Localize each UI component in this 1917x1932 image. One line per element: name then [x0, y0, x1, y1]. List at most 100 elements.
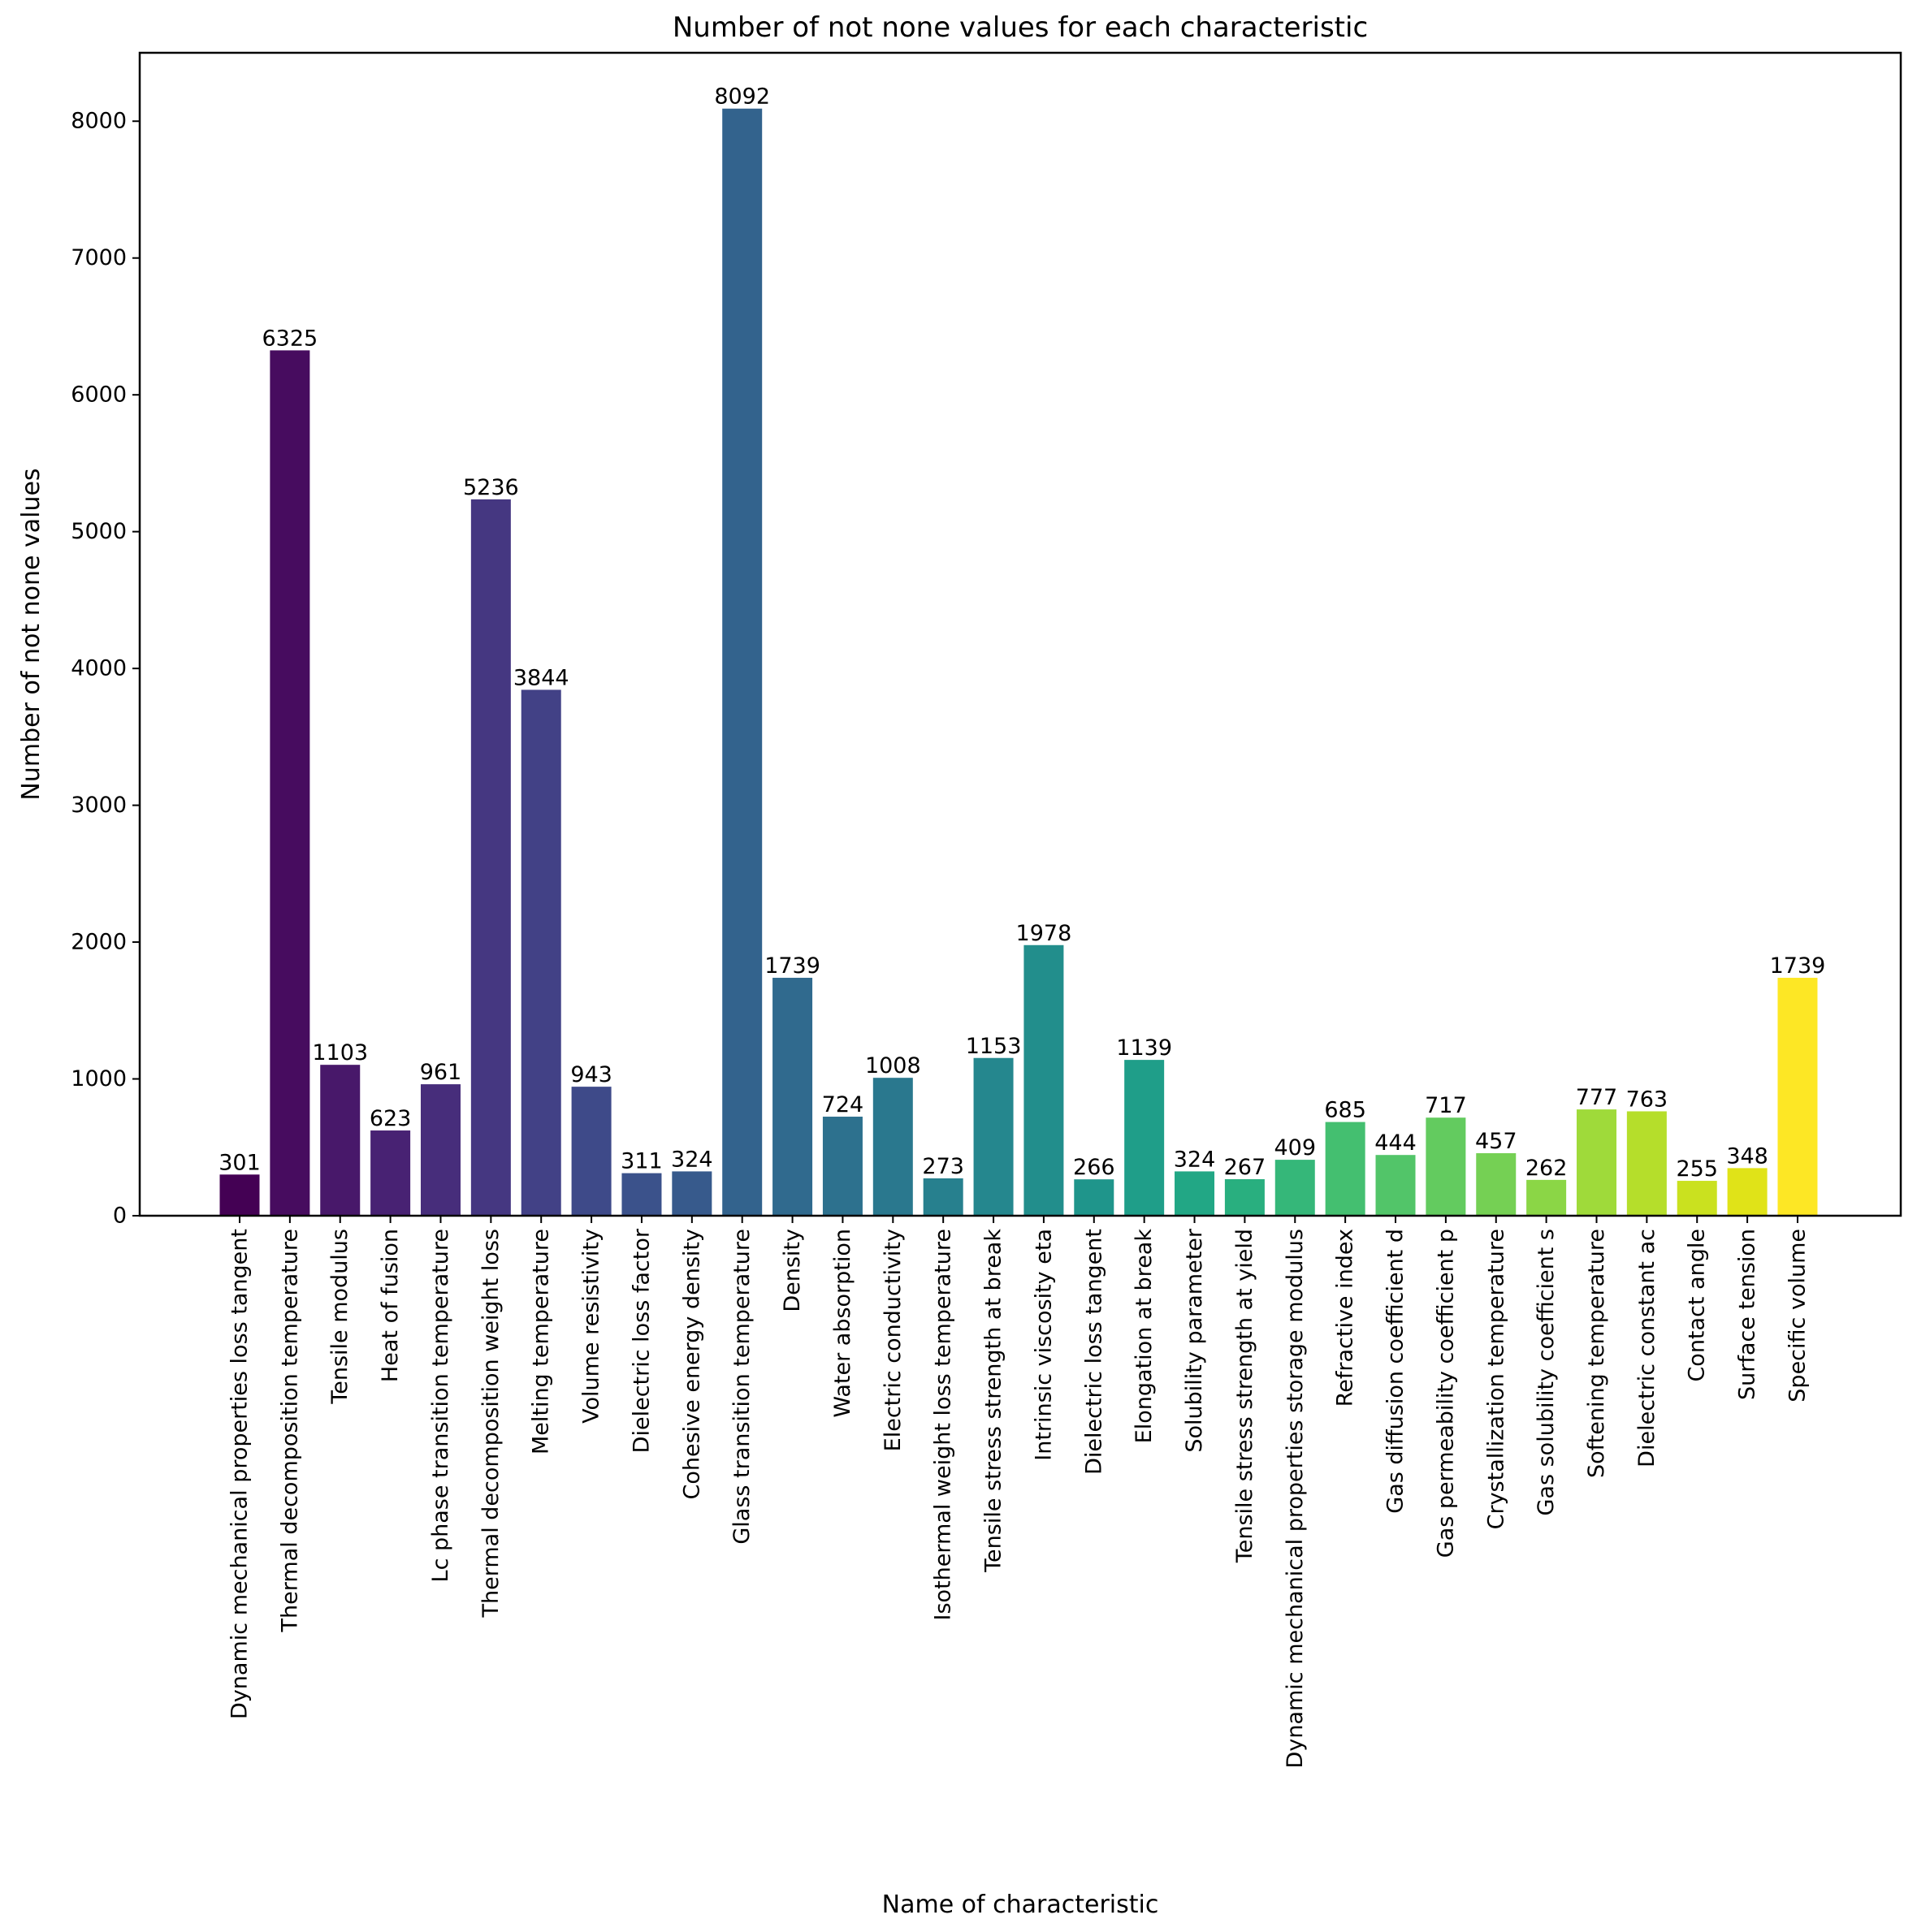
data-label: 267	[1224, 1155, 1266, 1180]
x-tick-label: Softening temperature	[1584, 1229, 1609, 1478]
bar	[270, 350, 310, 1216]
data-labels-group: 301 6325 1103 623 961 5236 3844 943 311 324 8092 17…	[219, 84, 1825, 1182]
x-tick-label: Thermal decomposition temperature	[277, 1229, 302, 1632]
x-tick-label: Lc phase transition temperature	[428, 1229, 453, 1582]
x-tick-label: Glass transition temperature	[729, 1229, 755, 1545]
data-label: 3844	[513, 665, 569, 690]
data-label: 943	[570, 1062, 612, 1087]
x-tick-label: Dielectric loss factor	[629, 1228, 654, 1453]
y-tick-label: 3000	[71, 793, 127, 818]
bar	[621, 1173, 662, 1216]
data-label: 6325	[262, 326, 318, 351]
y-tick-label: 5000	[71, 519, 127, 544]
x-tick-label: Melting temperature	[529, 1229, 554, 1454]
x-tick-label: Refractive index	[1333, 1229, 1358, 1407]
y-tick-label: 4000	[71, 656, 127, 681]
bar	[1727, 1168, 1768, 1216]
data-label: 623	[370, 1106, 412, 1131]
x-tick-label: Contact angle	[1685, 1229, 1710, 1382]
plot-frame	[138, 51, 1902, 1217]
data-label: 1008	[865, 1053, 921, 1078]
x-tick-label: Elongation at break	[1132, 1229, 1157, 1444]
x-tick-label: Electric conductivity	[881, 1229, 906, 1451]
bar	[772, 978, 813, 1216]
bar	[872, 1078, 913, 1216]
bar	[420, 1084, 461, 1216]
data-label: 685	[1324, 1098, 1366, 1123]
x-axis-label: Name of characteristic	[882, 1891, 1159, 1919]
data-label: 409	[1274, 1135, 1316, 1160]
bar	[470, 499, 511, 1216]
data-label: 273	[922, 1154, 964, 1179]
x-tick-label: Isothermal weight loss temperature	[931, 1229, 956, 1620]
bar	[1224, 1179, 1265, 1216]
x-tick-label: Solubility parameter	[1182, 1228, 1207, 1453]
x-tick-label: Tensile stress strength at yield	[1232, 1229, 1257, 1563]
data-label: 255	[1676, 1156, 1718, 1182]
bar	[1576, 1109, 1616, 1216]
bar	[722, 108, 763, 1217]
x-tick-label: Dielectric constant ac	[1634, 1229, 1660, 1467]
bar	[1777, 978, 1818, 1216]
bar	[822, 1117, 863, 1216]
bar	[370, 1130, 411, 1216]
data-label: 266	[1073, 1155, 1115, 1180]
bar	[1023, 944, 1064, 1216]
x-tick-label: Intrinsic viscosity eta	[1031, 1229, 1056, 1461]
bars-group	[219, 108, 1818, 1217]
bar	[1375, 1155, 1416, 1216]
data-label: 311	[621, 1149, 663, 1174]
x-tick-label: Density	[780, 1229, 805, 1312]
bar	[1626, 1111, 1667, 1216]
data-label: 5236	[463, 475, 519, 500]
chart-title: Number of not none values for each chara…	[673, 11, 1368, 44]
data-label: 444	[1374, 1130, 1417, 1156]
data-label: 1739	[1770, 953, 1826, 979]
x-tick-label: Volume resistivity	[579, 1229, 604, 1424]
y-axis-label: Number of not none values	[17, 468, 45, 800]
bar	[571, 1087, 612, 1216]
bar	[1526, 1179, 1567, 1216]
bar	[1124, 1060, 1165, 1216]
data-label: 262	[1525, 1156, 1568, 1181]
data-label: 1139	[1116, 1035, 1172, 1061]
x-tick-label: Gas diffusion coefficient d	[1383, 1229, 1409, 1514]
data-label: 348	[1726, 1143, 1768, 1169]
data-label: 324	[671, 1147, 713, 1172]
x-axis: Dynamic mechanical properties loss tange…	[227, 1216, 1810, 1768]
y-tick-label: 6000	[71, 383, 127, 408]
data-label: 301	[219, 1150, 261, 1175]
x-tick-label: Gas permeability coefficient p	[1433, 1229, 1458, 1558]
bar	[1325, 1122, 1365, 1216]
y-tick-label: 8000	[71, 109, 127, 134]
data-label: 717	[1425, 1093, 1467, 1118]
x-tick-label: Surface tension	[1735, 1229, 1760, 1400]
x-tick-label: Dielectric loss tangent	[1081, 1229, 1106, 1475]
x-tick-label: Dynamic mechanical properties storage mo…	[1283, 1229, 1308, 1768]
data-label: 763	[1626, 1087, 1668, 1112]
data-label: 961	[420, 1060, 462, 1085]
x-tick-label: Crystallization temperature	[1483, 1229, 1508, 1529]
bar	[923, 1178, 963, 1216]
bar	[219, 1174, 260, 1216]
bar	[1426, 1117, 1466, 1216]
y-tick-label: 7000	[71, 245, 127, 270]
bar	[320, 1065, 361, 1216]
bar	[973, 1057, 1014, 1216]
x-tick-label: Thermal decomposition weight loss	[478, 1229, 504, 1619]
bar	[672, 1171, 712, 1216]
x-tick-label: Heat of fusion	[378, 1229, 403, 1382]
data-label: 8092	[714, 84, 770, 110]
bar	[1476, 1153, 1517, 1216]
data-label: 1153	[966, 1034, 1022, 1059]
bar	[521, 689, 561, 1216]
x-tick-label: Specific volume	[1785, 1229, 1810, 1403]
bar	[1274, 1160, 1315, 1216]
x-tick-label: Tensile stress strength at break	[981, 1229, 1006, 1573]
bar	[1677, 1181, 1717, 1216]
data-label: 457	[1475, 1129, 1517, 1154]
y-tick-label: 1000	[71, 1066, 127, 1091]
y-tick-label: 0	[113, 1204, 127, 1229]
